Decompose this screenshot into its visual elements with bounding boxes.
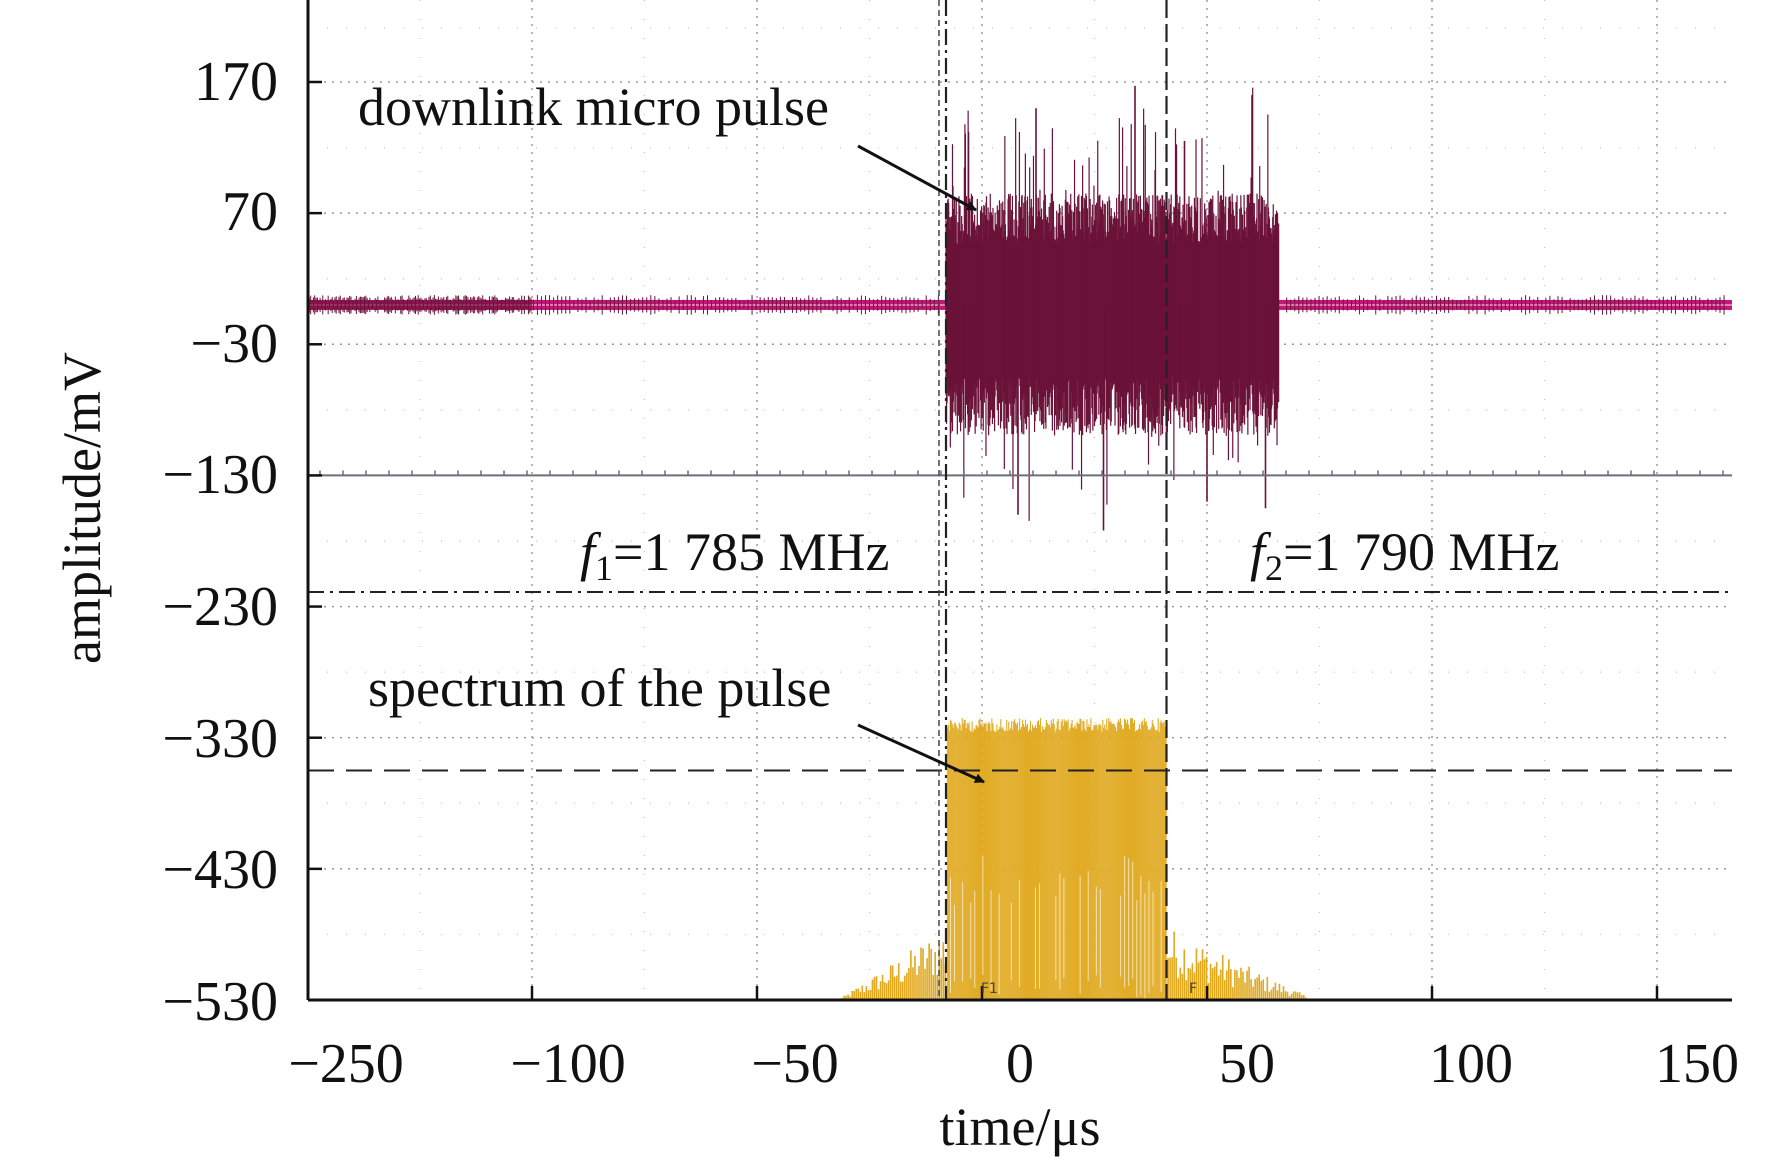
y-tick-label: −230 bbox=[162, 576, 278, 638]
x-tick-label: 50 bbox=[1219, 1033, 1275, 1095]
f2-label: f2=1 790 MHz bbox=[1250, 522, 1559, 588]
pulse-series bbox=[307, 85, 1732, 531]
f1-cursor-tag: F1 bbox=[981, 981, 998, 997]
y-tick-label: −430 bbox=[162, 839, 278, 901]
x-tick-labels: −250 −100 −50 0 50 100 150 bbox=[288, 1033, 1739, 1095]
spectrum-arrow bbox=[857, 723, 985, 784]
x-tick-label: 100 bbox=[1429, 1033, 1513, 1095]
y-tick-label: 170 bbox=[194, 51, 278, 113]
y-tick-label: −130 bbox=[162, 444, 278, 506]
x-tick-label: 0 bbox=[1006, 1033, 1034, 1095]
axes bbox=[306, 0, 1732, 1002]
cursor-lines bbox=[938, 0, 1168, 1000]
y-tick-label: −330 bbox=[162, 708, 278, 770]
y-tick-label: 70 bbox=[222, 181, 278, 243]
x-tick-label: −250 bbox=[288, 1033, 404, 1095]
f1-label: f1=1 785 MHz bbox=[580, 522, 889, 588]
downlink-label: downlink micro pulse bbox=[358, 77, 829, 137]
x-axis-title: time/μs bbox=[940, 1097, 1101, 1157]
x-tick-label: 150 bbox=[1655, 1033, 1739, 1095]
reference-lines bbox=[308, 470, 1732, 772]
x-tick-label: −100 bbox=[510, 1033, 626, 1095]
spectrum-series bbox=[839, 718, 1315, 1000]
downlink-arrow bbox=[857, 144, 977, 212]
x-tick-label: −50 bbox=[751, 1033, 839, 1095]
y-axis-title: amplitude/mV bbox=[52, 352, 112, 664]
y-tick-labels: 170 70 −30 −130 −230 −330 −430 −530 bbox=[162, 51, 278, 1033]
y-tick-label: −530 bbox=[162, 971, 278, 1033]
y-tick-label: −30 bbox=[190, 313, 278, 375]
f2-cursor-tag: F bbox=[1189, 981, 1197, 997]
spectrum-label: spectrum of the pulse bbox=[368, 658, 831, 718]
